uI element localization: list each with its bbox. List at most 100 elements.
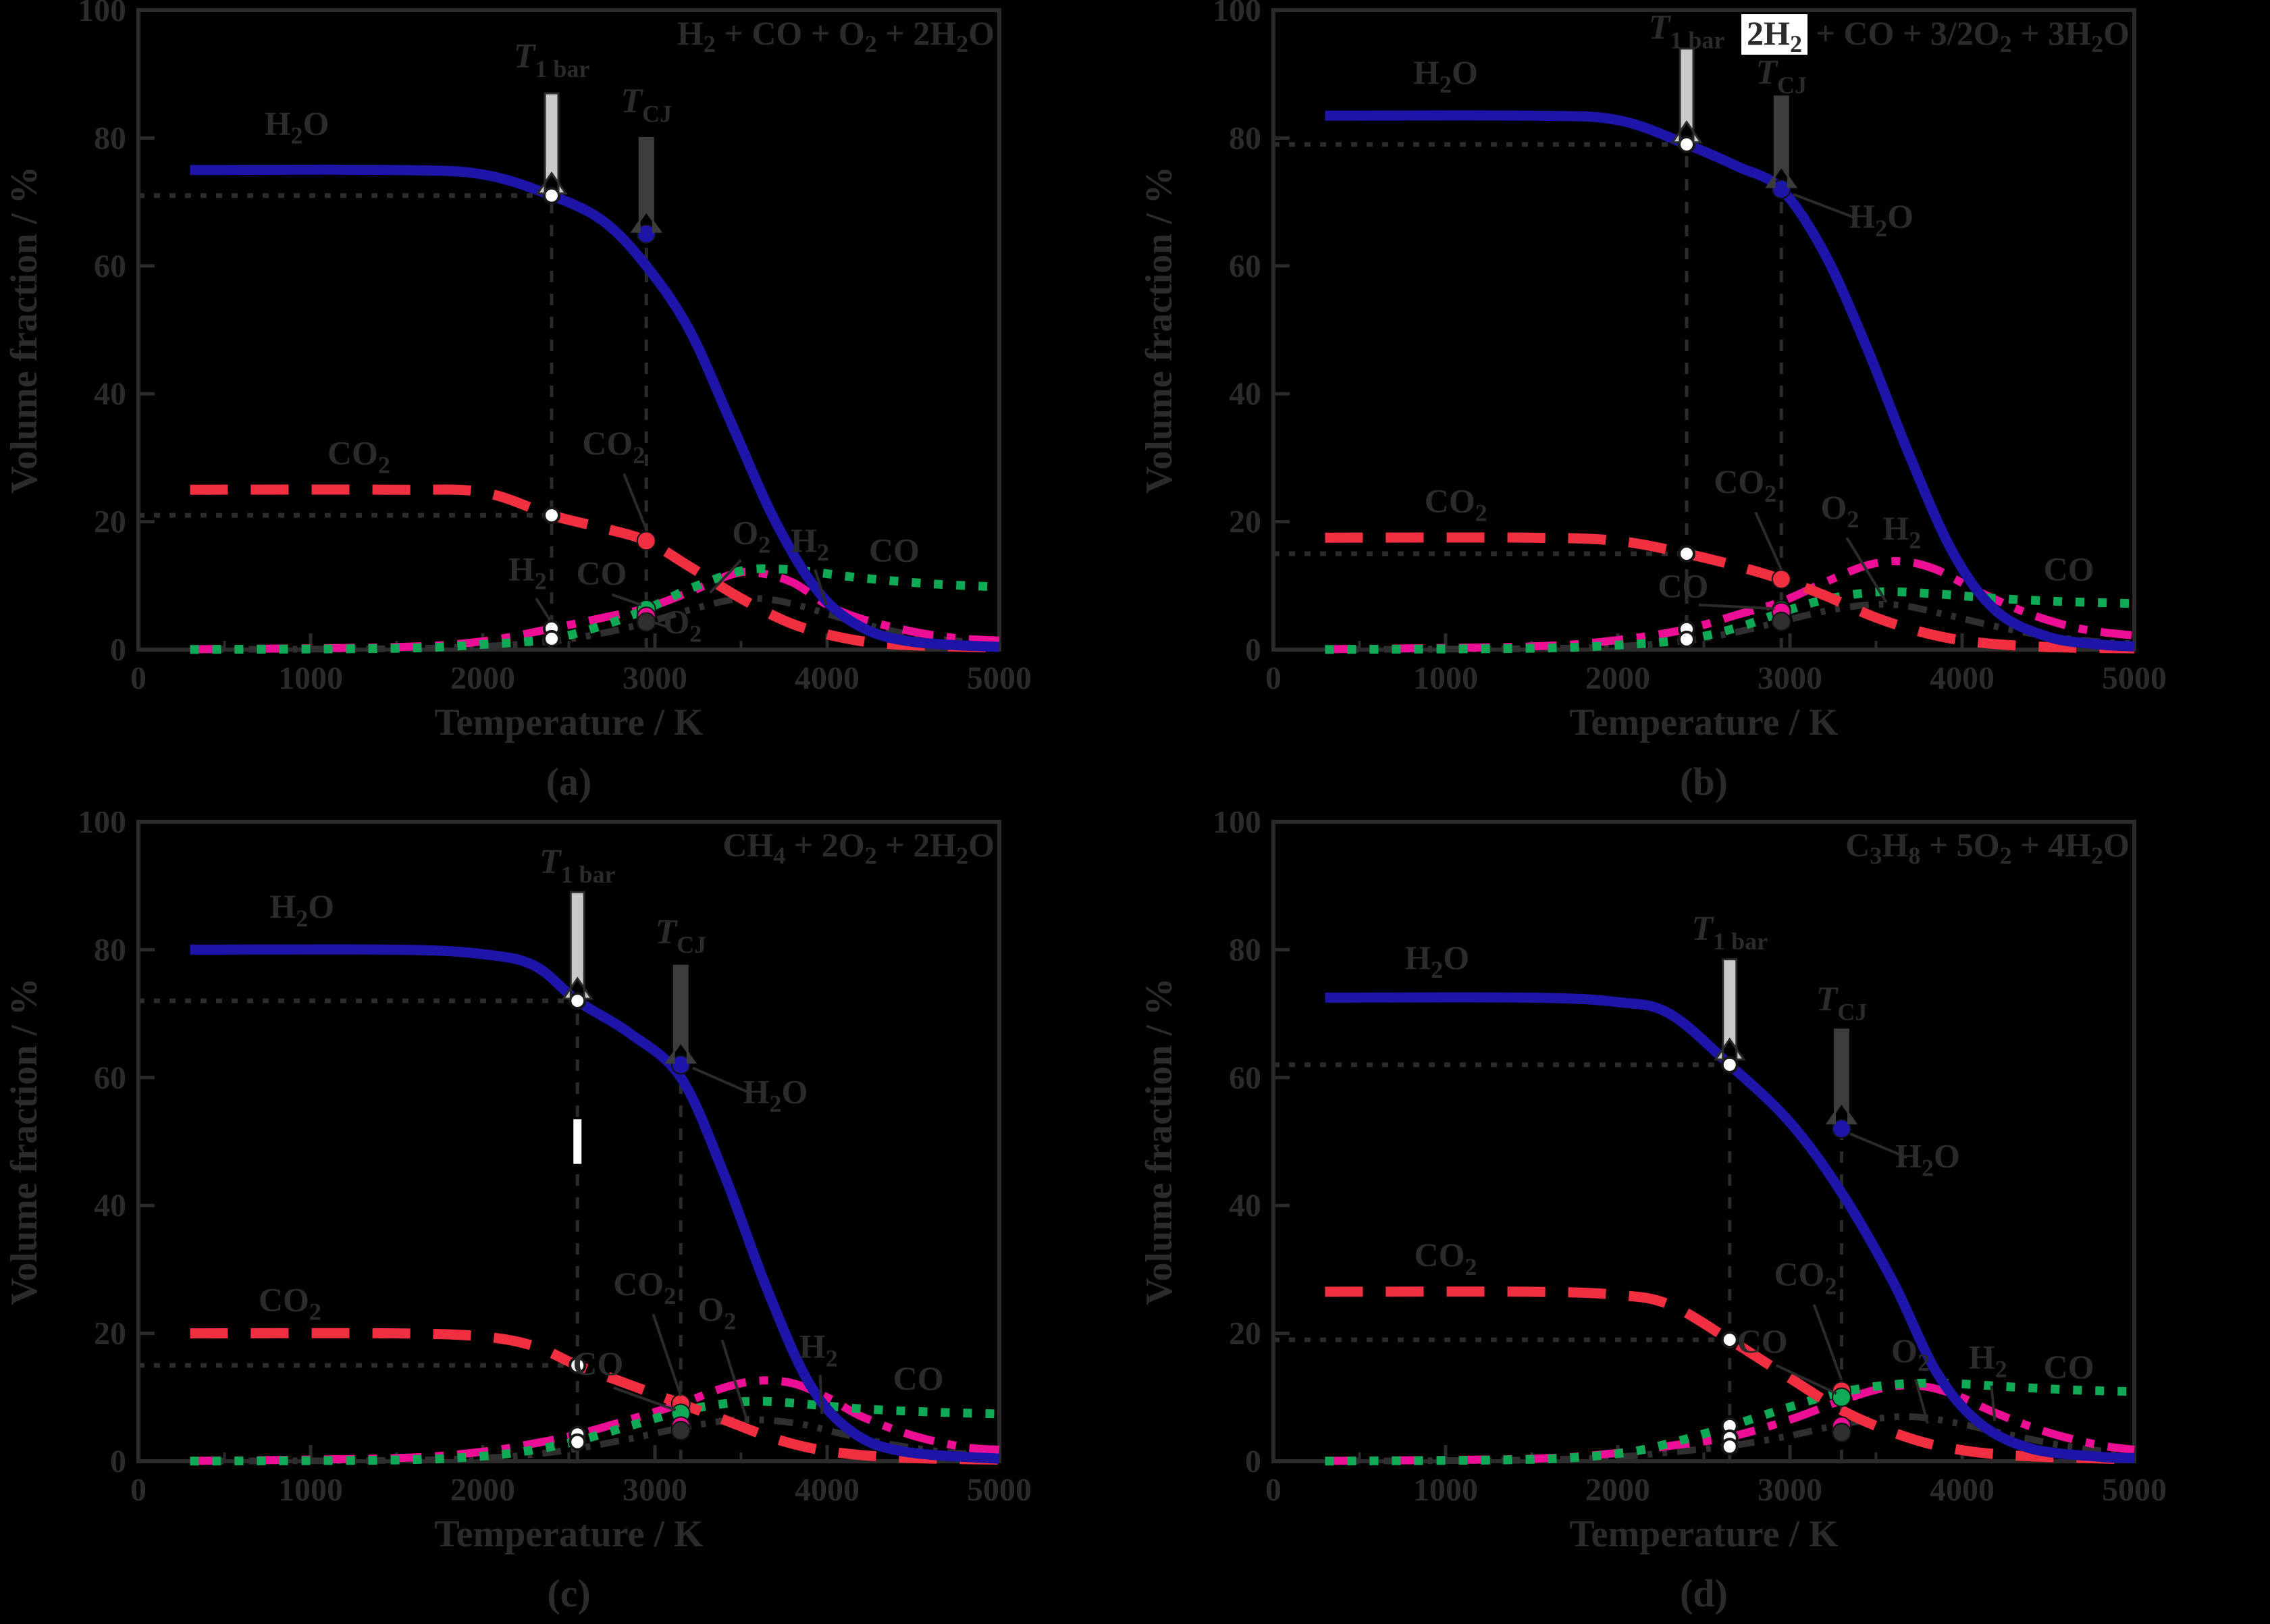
y-tick-label: 60	[94, 248, 126, 284]
y-tick-label: 100	[1213, 812, 1261, 840]
reaction-title-d: C3H8 + 5O2 + 4H2O	[1845, 825, 2130, 870]
species-label: CO2	[1774, 1255, 1837, 1300]
chart-b-svg: 0 1000 2000 3000 4000 5000 0 20 40 60 80 100 Tempera…	[1138, 0, 2167, 804]
x-tick-label: 3000	[623, 1472, 687, 1508]
x-tick-label: 1000	[1413, 1472, 1478, 1508]
x-tick-label: 3000	[1758, 1472, 1822, 1508]
x-tick-label: 1000	[278, 660, 343, 696]
h2o-curve	[1325, 110, 2135, 652]
species-label: H2O	[743, 1073, 808, 1118]
t1bar-dot	[569, 992, 587, 1010]
tcj-label: TCJ	[1816, 980, 1868, 1025]
species-label: CO2	[613, 1265, 676, 1309]
tcj-dot-h2o	[1771, 179, 1791, 199]
y-tick-label: 0	[1245, 632, 1261, 668]
y-tick-label: 20	[94, 1316, 126, 1352]
y-tick-label: 20	[1229, 504, 1261, 540]
label-pointer-line	[692, 1066, 752, 1095]
y-axis-title: Volume fraction / %	[3, 166, 45, 494]
y-tick-label: 100	[78, 0, 126, 28]
x-tick-label: 4000	[795, 1472, 860, 1508]
reaction-title-c: CH4 + 2O2 + 2H2O	[722, 825, 995, 870]
x-tick-label: 0	[130, 660, 147, 696]
reaction-text: + CO + 3/2O2 + 3H2O	[1807, 14, 2130, 57]
reaction-title-a: H2 + CO + O2 + 2H2O	[677, 14, 995, 58]
species-label: CO2	[1425, 481, 1487, 526]
tcj-dot-h2o	[1832, 1119, 1851, 1139]
h2-curve	[190, 567, 1000, 654]
species-label: H2	[1969, 1338, 2007, 1383]
species-label: CO	[1737, 1322, 1788, 1360]
t1bar-label: T1 bar	[1691, 910, 1768, 955]
t1bar-dot	[1678, 135, 1695, 153]
y-axis-title: Volume fraction / %	[3, 978, 45, 1305]
label-pointer-line	[1812, 1304, 1843, 1381]
co-curve	[190, 1396, 1000, 1466]
t1bar-arrow-icon	[1670, 47, 1703, 144]
tcj-dot-o2	[1771, 611, 1791, 631]
y-tick-label: 80	[1229, 120, 1261, 156]
subplot-d: 0 1000 2000 3000 4000 5000 0 20 40 60 80 100 Tempera…	[1135, 812, 2270, 1623]
x-tick-label: 0	[130, 1472, 147, 1508]
co2-curve	[1325, 532, 2135, 654]
label-pointer-line	[1914, 1379, 1929, 1424]
label-pointer-line	[1793, 192, 1856, 219]
species-label: CO2	[1714, 463, 1776, 507]
co2-curve	[190, 1328, 1000, 1465]
x-tick-label: 4000	[1930, 660, 1995, 696]
x-tick-label: 5000	[2102, 660, 2167, 696]
species-label: CO2	[259, 1280, 321, 1325]
h2-curve	[190, 1376, 1000, 1465]
x-tick-label: 2000	[1585, 660, 1650, 696]
subplot-letter: (b)	[1680, 760, 1728, 804]
label-pointer-line	[1754, 511, 1783, 571]
subplot-letter: (d)	[1680, 1571, 1728, 1615]
h2o-curve	[190, 944, 1000, 1464]
label-pointer-line	[1698, 603, 1775, 610]
y-tick-label: 80	[94, 120, 126, 156]
y-tick-label: 60	[1229, 1060, 1261, 1096]
species-label: H2	[799, 1328, 838, 1372]
species-label: O2	[697, 1290, 736, 1335]
x-axis-title: Temperature / K	[434, 702, 704, 743]
tcj-dot-o2	[670, 1421, 691, 1441]
x-tick-label: 2000	[450, 1472, 515, 1508]
label-pointer-line	[652, 1313, 683, 1397]
x-axis-title: Temperature / K	[434, 1513, 704, 1555]
y-tick-label: 40	[1229, 376, 1261, 412]
t1bar-arrow-icon	[561, 891, 594, 1000]
tcj-dot-co2	[1771, 569, 1791, 590]
t1bar-label: T1 bar	[514, 37, 590, 82]
species-label: O2	[732, 514, 770, 558]
t1bar-dot	[1678, 630, 1695, 648]
species-label: H2O	[1895, 1136, 1960, 1181]
tcj-arrow-icon	[1765, 95, 1798, 188]
reaction-text: C3H8 + 5O2 + 4H2O	[1845, 826, 2130, 869]
t1bar-dot	[569, 1356, 587, 1374]
species-label: CO	[869, 531, 920, 569]
y-tick-label: 100	[78, 812, 126, 840]
y-tick-label: 80	[1229, 932, 1261, 968]
chart-d-svg: 0 1000 2000 3000 4000 5000 0 20 40 60 80 100 Tempera…	[1138, 812, 2167, 1615]
y-axis-title: Volume fraction / %	[1138, 166, 1180, 494]
reaction-text: CH4 + 2O2 + 2H2O	[722, 826, 995, 869]
tcj-dot-o2	[1832, 1422, 1851, 1442]
tcj-dot-co	[1832, 1387, 1851, 1407]
y-axis-title: Volume fraction / %	[1138, 978, 1180, 1305]
tcj-dot-h2o	[636, 224, 656, 244]
co2-curve	[190, 484, 1000, 653]
t1bar-dot	[543, 506, 560, 525]
species-label: CO	[573, 1344, 623, 1382]
x-tick-label: 5000	[967, 660, 1032, 696]
x-tick-label: 5000	[2102, 1472, 2167, 1508]
x-tick-label: 3000	[1758, 660, 1822, 696]
label-pointer-line	[1849, 1132, 1908, 1159]
species-label: O2	[663, 602, 702, 647]
species-label: H2O	[269, 887, 334, 932]
species-label: CO2	[1415, 1236, 1477, 1280]
h2o-curve	[190, 164, 1000, 652]
t1bar-dot	[569, 1433, 587, 1451]
chart-a-svg: 0 1000 2000 3000 4000 5000 0 20 40 60 80 100 Tempera…	[3, 0, 1032, 804]
x-tick-label: 2000	[1585, 1472, 1650, 1508]
